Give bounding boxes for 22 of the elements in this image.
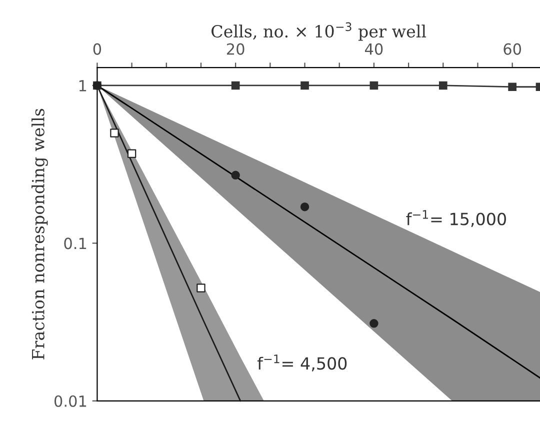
annotation: f$^{−1}$= 15,000 [406, 210, 506, 228]
point [127, 149, 136, 158]
point [196, 284, 206, 292]
y-tick-label: 1 [79, 80, 86, 92]
point [231, 81, 240, 90]
x-axis-title: Cells, no. × 10$^{−3}$ per well [212, 22, 426, 41]
y-axis-title: Fraction nonresponding wells [32, 108, 48, 360]
point [370, 319, 378, 328]
x-tick-label: 60 [504, 43, 522, 55]
point [300, 81, 309, 90]
point [438, 81, 448, 90]
point [300, 202, 310, 212]
point [370, 81, 378, 90]
point [508, 82, 516, 92]
annotation: f$^{−1}$= 4,500 [257, 354, 347, 372]
point [110, 128, 119, 138]
x-tick-label: 20 [226, 43, 244, 55]
y-tick-label: 0.1 [64, 238, 86, 250]
x-tick-label: 40 [364, 43, 383, 55]
y-tick-label: 0.01 [54, 395, 86, 407]
point [231, 170, 240, 180]
x-tick-label: 0 [93, 43, 102, 55]
